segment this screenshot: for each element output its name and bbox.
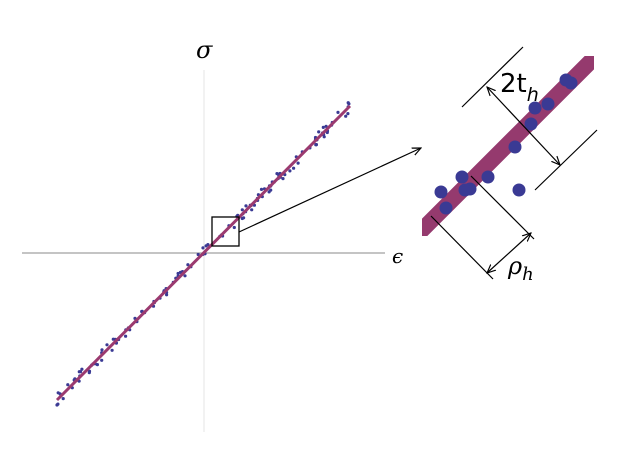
- point: [346, 112, 350, 116]
- point: [204, 244, 208, 248]
- point: [111, 337, 115, 341]
- point: [288, 169, 292, 173]
- inset-point: [512, 183, 526, 197]
- point: [240, 208, 244, 212]
- point: [66, 383, 70, 387]
- point: [259, 187, 264, 191]
- point: [267, 190, 271, 194]
- inset-point: [434, 185, 448, 199]
- point: [250, 208, 254, 212]
- point: [240, 216, 244, 221]
- point: [100, 358, 104, 362]
- inset-point: [455, 170, 469, 184]
- point: [100, 348, 104, 352]
- inset-point: [508, 140, 522, 154]
- inset-point: [559, 73, 573, 87]
- point: [275, 172, 279, 176]
- point: [176, 271, 180, 276]
- point: [292, 166, 296, 170]
- thickness-label: 2th: [500, 69, 539, 106]
- point: [110, 348, 114, 352]
- point: [186, 263, 190, 267]
- zoom-arrow: [238, 148, 421, 233]
- point: [336, 110, 340, 114]
- x-axis-label: ϵ: [392, 244, 403, 268]
- point: [281, 177, 285, 181]
- point: [105, 343, 109, 347]
- y-axis-label: σ: [196, 36, 213, 64]
- inset-point: [439, 201, 453, 215]
- point: [296, 161, 300, 165]
- spacing-label: ρh: [507, 252, 534, 285]
- point: [56, 402, 60, 406]
- point: [87, 371, 91, 375]
- point: [165, 293, 169, 297]
- point: [317, 130, 321, 134]
- point: [196, 252, 200, 257]
- inset-point: [481, 170, 495, 184]
- point: [124, 334, 128, 338]
- point: [314, 143, 318, 147]
- point: [80, 367, 84, 371]
- point: [346, 101, 350, 105]
- inset-point: [458, 183, 472, 197]
- point: [344, 114, 348, 118]
- point: [244, 204, 248, 208]
- point: [56, 391, 60, 395]
- inset-point: [541, 97, 555, 111]
- fit-line: [55, 104, 352, 402]
- point: [78, 370, 83, 374]
- point: [201, 246, 205, 250]
- point: [232, 225, 236, 230]
- dimension-lines: [430, 46, 598, 280]
- point: [183, 274, 187, 278]
- point: [321, 125, 325, 129]
- point: [61, 397, 65, 401]
